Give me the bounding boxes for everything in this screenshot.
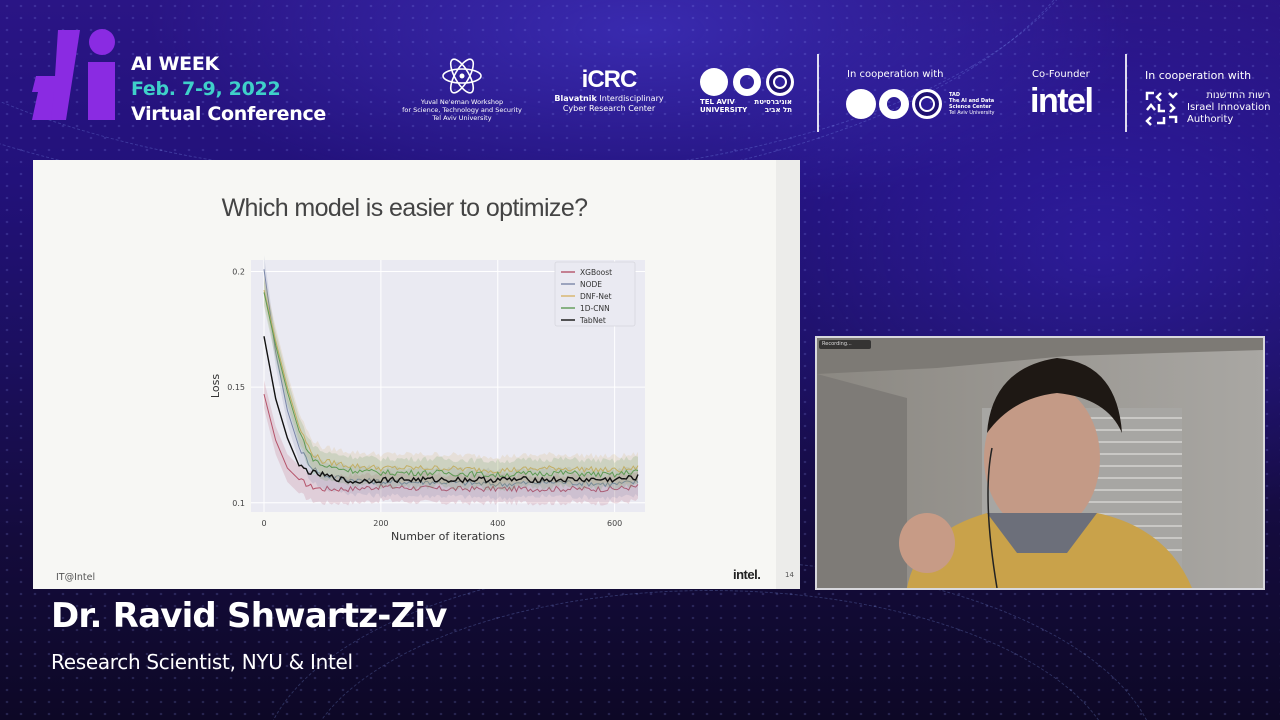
svg-text:XGBoost: XGBoost bbox=[580, 268, 612, 277]
series-line-XGBoost bbox=[263, 393, 639, 493]
coop-label-2: In cooperation with bbox=[1145, 69, 1252, 82]
svg-text:TabNet: TabNet bbox=[579, 316, 606, 325]
svg-text:200: 200 bbox=[373, 519, 388, 528]
slide-footer-label: IT@Intel bbox=[56, 572, 96, 583]
series-line-1D-CNN bbox=[263, 292, 639, 479]
svg-text:Number of iterations: Number of iterations bbox=[391, 530, 505, 543]
coop-label: In cooperation with bbox=[847, 69, 944, 80]
event-name: AI WEEK bbox=[131, 53, 219, 75]
partner-tel-aviv-university: TEL AVIV UNIVERSITY אוניברסיטת תל אביב bbox=[700, 68, 795, 114]
divider bbox=[817, 54, 819, 132]
svg-text:Loss: Loss bbox=[209, 374, 222, 398]
svg-text:600: 600 bbox=[607, 519, 622, 528]
partner-yuval-neeman: Yuval Ne'eman Workshop for Science, Tech… bbox=[398, 56, 526, 122]
partner-tad: TAD The AI and Data Science Center Tel A… bbox=[846, 89, 995, 119]
partner-israel-innovation-authority: רשות החדשנות Israel Innovation Authority bbox=[1145, 90, 1270, 126]
tau-circles-icon bbox=[700, 68, 795, 98]
recording-toolbar[interactable]: Recording... bbox=[819, 340, 871, 349]
intel-footer-logo: intel. bbox=[733, 567, 761, 582]
cofounder-label: Co-Founder bbox=[1032, 69, 1090, 80]
ai-week-logo bbox=[28, 26, 120, 122]
svg-text:0: 0 bbox=[261, 519, 266, 528]
svg-text:400: 400 bbox=[490, 519, 505, 528]
svg-text:0.15: 0.15 bbox=[227, 383, 245, 392]
series-line-DNF-Net bbox=[263, 289, 639, 474]
icrc-logo: iCRC bbox=[581, 66, 638, 93]
slide-title: Which model is easier to optimize? bbox=[221, 194, 588, 222]
svg-text:0.1: 0.1 bbox=[232, 499, 245, 508]
speaker-webcam: Recording... bbox=[815, 336, 1265, 590]
partner-icrc: iCRC Blavatnik Interdisciplinary Cyber R… bbox=[548, 66, 670, 114]
svg-text:DNF-Net: DNF-Net bbox=[580, 292, 612, 301]
innovation-authority-icon bbox=[1145, 91, 1178, 126]
slide-page-number: 14 bbox=[785, 571, 794, 579]
loss-chart: 0 200 400 600 0.1 0.15 0.2 Number of iterations… bbox=[203, 252, 653, 552]
svg-text:NODE: NODE bbox=[580, 280, 602, 289]
svg-text:0.2: 0.2 bbox=[232, 268, 245, 277]
atom-icon bbox=[442, 58, 482, 94]
series-line-TabNet bbox=[263, 336, 639, 484]
series-line-NODE bbox=[263, 269, 639, 488]
svg-text:1D-CNN: 1D-CNN bbox=[580, 304, 610, 313]
divider bbox=[1125, 54, 1127, 132]
event-branding: AI WEEK Feb. 7-9, 2022 Virtual Conferenc… bbox=[131, 52, 326, 127]
speaker-name: Dr. Ravid Shwartz-Ziv bbox=[51, 596, 447, 636]
presentation-slide: Which model is easier to optimize? 0 200 4… bbox=[33, 160, 800, 589]
event-dates: Feb. 7-9, 2022 bbox=[131, 78, 281, 100]
chart-legend bbox=[554, 261, 636, 327]
webcam-video bbox=[817, 338, 1263, 588]
intel-logo: intel bbox=[1030, 82, 1094, 120]
event-format: Virtual Conference bbox=[131, 103, 327, 125]
speaker-role: Research Scientist, NYU & Intel bbox=[51, 650, 353, 674]
